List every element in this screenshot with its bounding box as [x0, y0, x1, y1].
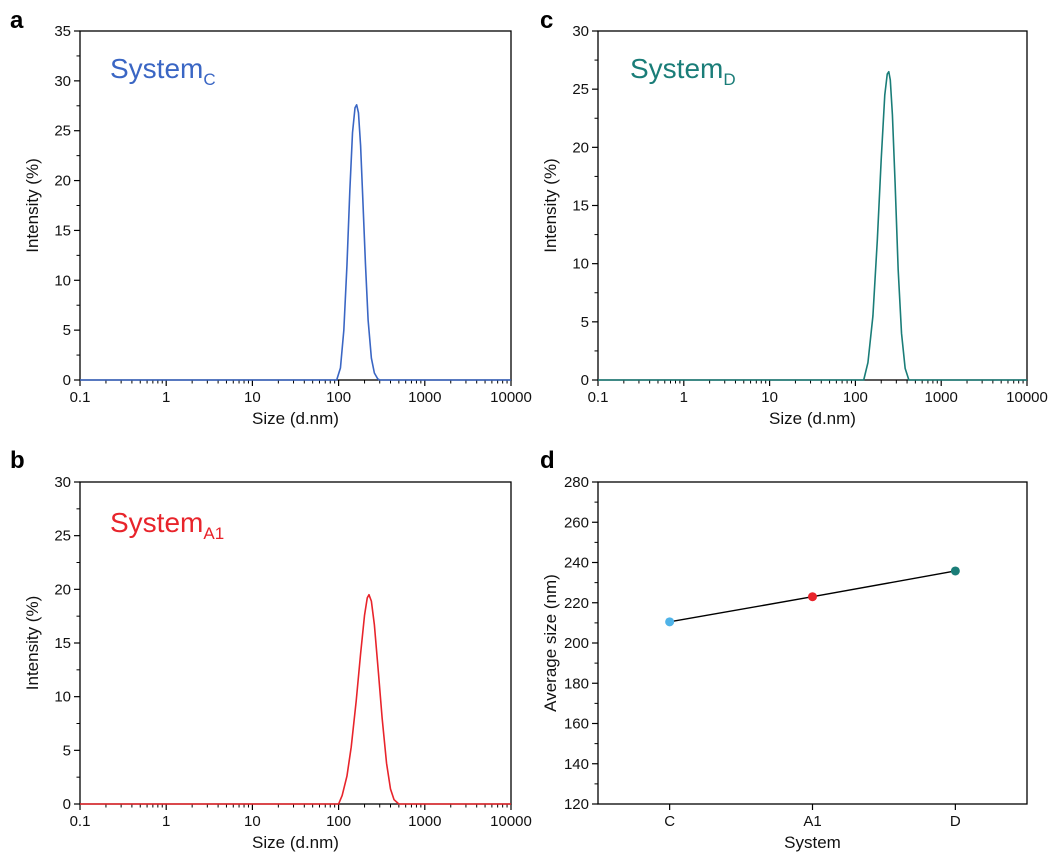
panel-c: c 0 5 10 15 20 25 30 0.1 1 10 100 1000 10000 Size (d.n… [540, 7, 1048, 428]
y-tick-label: 5 [63, 322, 71, 339]
y-tick-label: 20 [572, 139, 589, 156]
data-point [950, 566, 960, 576]
panel-d: d 120 140 160 180 200 220 240 260 280 C A1 D System Av… [540, 447, 1028, 852]
y-tick-label: 5 [581, 314, 589, 331]
x-tick-label: D [950, 813, 961, 830]
series-annotation: SystemA1 [110, 507, 224, 543]
panel-letter: d [540, 447, 555, 474]
annotation-text: System [110, 53, 203, 84]
x-tick-label: 100 [843, 389, 868, 406]
y-tick-label: 10 [572, 256, 589, 273]
x-tick-label: 10 [761, 389, 778, 406]
x-tick-label: 1000 [408, 389, 441, 406]
y-tick-label: 10 [54, 272, 71, 289]
y-tick-label: 140 [564, 756, 589, 773]
x-axis-label: Size (d.nm) [252, 833, 339, 852]
x-tick-label: 10 [244, 389, 261, 406]
series-line [598, 70, 1027, 381]
y-tick-label: 0 [63, 796, 71, 813]
x-tick-label: 1 [680, 389, 688, 406]
y-axis-label: Intensity (%) [23, 596, 42, 690]
y-tick-label: 25 [572, 81, 589, 98]
y-tick-label: 15 [54, 222, 71, 239]
y-tick-label: 20 [54, 581, 71, 598]
y-tick-label: 30 [572, 23, 589, 40]
y-axis-label: Intensity (%) [541, 158, 560, 252]
x-axis-label: System [784, 833, 841, 852]
y-tick-label: 30 [54, 474, 71, 491]
x-tick-label: 10000 [490, 389, 532, 406]
panel-a: a 0 5 10 15 20 25 30 35 0.1 1 10 100 1000 10000 Size (d… [10, 7, 532, 428]
x-tick-label: 10000 [490, 813, 532, 830]
y-tick-label: 0 [581, 372, 589, 389]
panel-letter: c [540, 7, 553, 34]
panel-letter: b [10, 447, 25, 474]
y-tick-label: 160 [564, 716, 589, 733]
series-line [80, 103, 511, 381]
data-point [665, 617, 675, 627]
y-tick-label: 25 [54, 123, 71, 140]
x-tick-label: 100 [326, 389, 351, 406]
annotation-text: System [110, 507, 203, 538]
panel-b: b 0 5 10 15 20 25 30 0.1 1 10 100 1000 10000 Size (d.n… [10, 447, 532, 852]
y-tick-label: 120 [564, 796, 589, 813]
y-axis-label: Intensity (%) [23, 158, 42, 252]
annotation-text: System [630, 53, 723, 84]
y-tick-label: 240 [564, 555, 589, 572]
y-tick-label: 0 [63, 372, 71, 389]
y-tick-label: 25 [54, 528, 71, 545]
x-tick-label: 1 [162, 389, 170, 406]
series-line [80, 593, 511, 805]
y-tick-label: 200 [564, 635, 589, 652]
x-tick-label: 1000 [925, 389, 958, 406]
y-tick-label: 15 [572, 198, 589, 215]
y-tick-label: 10 [54, 689, 71, 706]
x-tick-label: 1 [162, 813, 170, 830]
y-tick-label: 5 [63, 742, 71, 759]
y-tick-label: 20 [54, 173, 71, 190]
y-tick-label: 260 [564, 514, 589, 531]
x-tick-label: 0.1 [588, 389, 609, 406]
annotation-subscript: D [723, 70, 735, 89]
x-axis-label: Size (d.nm) [252, 409, 339, 428]
x-tick-label: A1 [803, 813, 821, 830]
plot-frame [597, 481, 1028, 805]
y-tick-label: 15 [54, 635, 71, 652]
x-tick-label: 100 [326, 813, 351, 830]
y-tick-label: 30 [54, 73, 71, 90]
y-tick-label: 35 [54, 23, 71, 40]
x-tick-label: C [664, 813, 675, 830]
x-axis-label: Size (d.nm) [769, 409, 856, 428]
panel-letter: a [10, 7, 24, 34]
y-tick-label: 280 [564, 474, 589, 491]
x-tick-label: 1000 [408, 813, 441, 830]
annotation-subscript: A1 [203, 524, 224, 543]
y-axis-label: Average size (nm) [541, 574, 560, 712]
x-tick-label: 10000 [1006, 389, 1048, 406]
y-tick-label: 220 [564, 595, 589, 612]
x-tick-label: 10 [244, 813, 261, 830]
y-tick-label: 180 [564, 675, 589, 692]
series-annotation: SystemC [110, 53, 216, 89]
x-tick-label: 0.1 [70, 813, 91, 830]
data-point [808, 592, 817, 602]
series-annotation: SystemD [630, 53, 736, 89]
x-tick-label: 0.1 [70, 389, 91, 406]
annotation-subscript: C [203, 70, 215, 89]
